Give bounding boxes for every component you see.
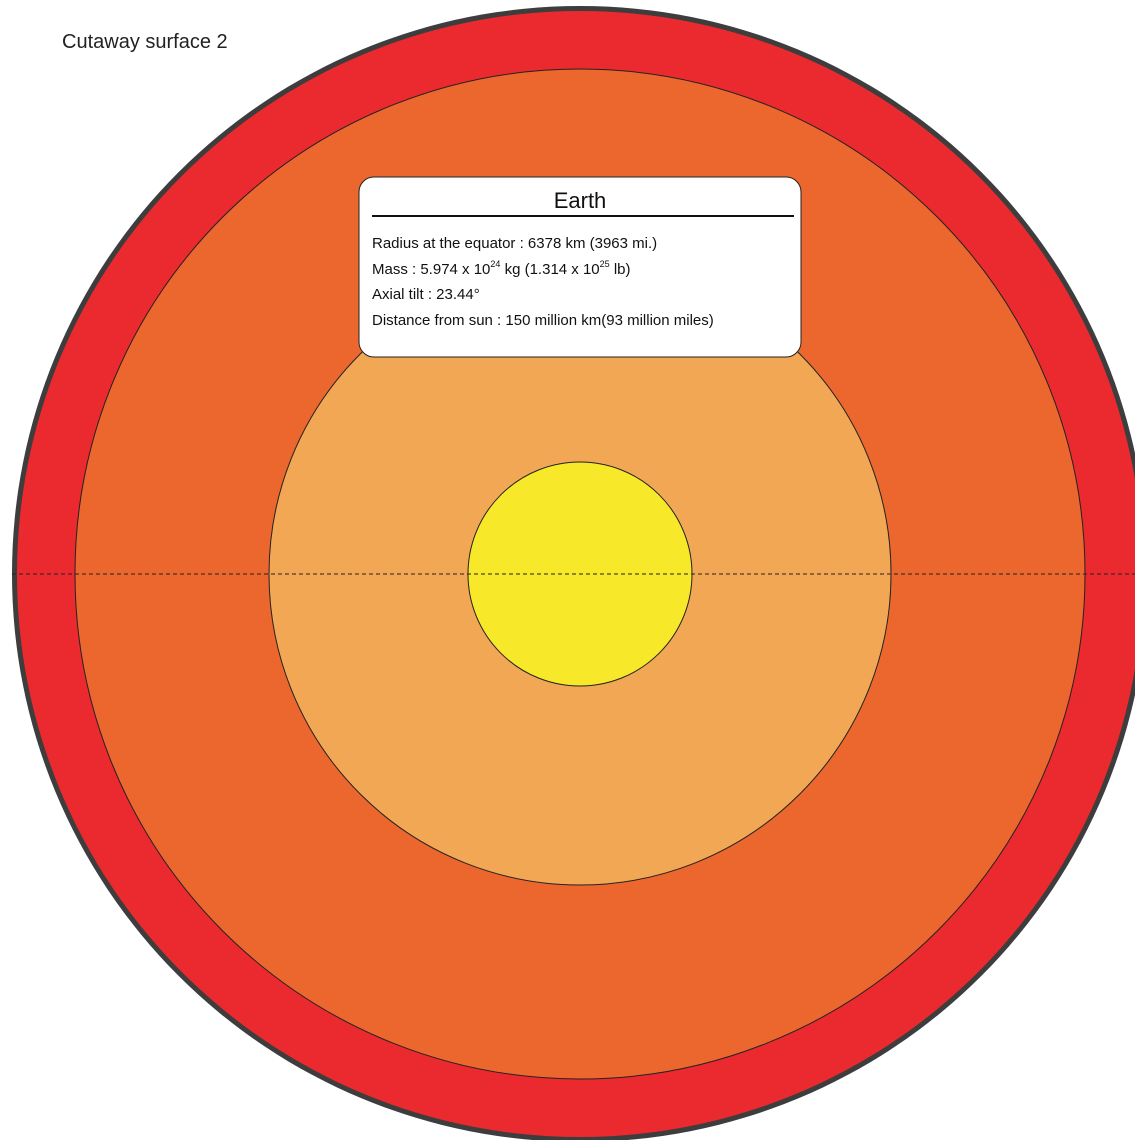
mass-text: Mass : 5.974 x 10 (372, 261, 490, 278)
mass-exponent: 24 (490, 259, 500, 269)
info-title: Earth (554, 188, 607, 213)
cutaway-diagram: Cutaway surface 2 Earth Radius at the eq… (0, 0, 1135, 1140)
mass-exponent: 25 (600, 259, 610, 269)
mass-text: kg (1.314 x 10 (500, 261, 599, 278)
info-mass: Mass : 5.974 x 1024 kg (1.314 x 1025 lb) (372, 259, 631, 278)
info-radius: Radius at the equator : 6378 km (3963 mi… (372, 235, 657, 252)
diagram-title: Cutaway surface 2 (62, 31, 228, 53)
page: Cutaway surface 2 Earth Radius at the eq… (0, 0, 1135, 1140)
mass-text: lb) (610, 261, 631, 278)
info-tilt: Axial tilt : 23.44° (372, 286, 480, 303)
info-distance: Distance from sun : 150 million km(93 mi… (372, 312, 714, 329)
